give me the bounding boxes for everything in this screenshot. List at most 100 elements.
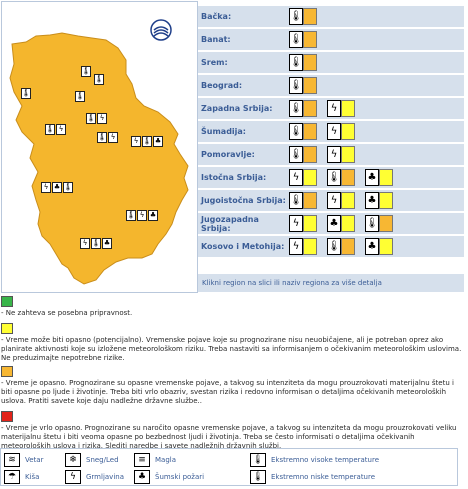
legend-text: - Vreme je vrlo opasno. Prognozirane su … [1, 424, 457, 450]
warning-badge[interactable]: 🌡 [289, 192, 317, 209]
key-label: Ekstremno niske temperature [271, 473, 376, 481]
region-row[interactable]: Pomoravlje: 🌡 ϟ [198, 144, 464, 165]
region-hint: Klikni region na slici ili naziv regiona… [198, 274, 464, 292]
region-row[interactable]: Jugoistočna Srbija: 🌡 ϟ ♣ [198, 190, 464, 211]
thunderstorm-icon: ϟ [289, 215, 303, 232]
thunderstorm-icon: ϟ [41, 182, 51, 193]
warning-level-swatch [379, 238, 393, 255]
region-name-link[interactable]: Banat: [198, 29, 286, 50]
warning-level-swatch [303, 238, 317, 255]
region-name-link[interactable]: Šumadija: [198, 121, 286, 142]
low-temperature-icon: 🌡 [250, 470, 266, 484]
thermometer-icon: 🌡 [365, 215, 379, 232]
warning-badge[interactable]: ϟ [327, 146, 355, 163]
thunderstorm-icon: ϟ [97, 113, 107, 124]
thunderstorm-icon: ϟ [327, 192, 341, 209]
region-name-link[interactable]: Bačka: [198, 6, 286, 27]
warning-badge[interactable]: ϟ [327, 123, 355, 140]
warning-level-swatch [379, 169, 393, 186]
warning-badge[interactable]: ϟ [327, 100, 355, 117]
warning-badge[interactable]: 🌡 [327, 169, 355, 186]
warning-badge[interactable]: 🌡 [289, 77, 317, 94]
warning-level-swatch [341, 192, 355, 209]
region-name-link[interactable]: Jugoistočna Srbija: [198, 190, 286, 211]
region-name-link[interactable]: Pomoravlje: [198, 144, 286, 165]
region-row[interactable]: Istočna Srbija: ϟ 🌡 ♣ [198, 167, 464, 188]
region-row[interactable]: Banat: 🌡 [198, 29, 464, 50]
thermometer-icon: 🌡 [142, 136, 152, 147]
key-item: ≋ Vetar [4, 452, 43, 468]
thermometer-icon: 🌡 [289, 146, 303, 163]
thunderstorm-icon: ϟ [131, 136, 141, 147]
rain-icon: ☂ [4, 470, 20, 484]
warning-badge[interactable]: 🌡 [289, 146, 317, 163]
warning-level-swatch [303, 100, 317, 117]
icon-key: ≋ Vetar ❄ Sneg/Led ≡ Magla 🌡 Ekstremno visoke t… [0, 448, 458, 486]
legend-swatch [1, 296, 13, 307]
fog-icon: ≡ [134, 453, 150, 467]
key-label: Vetar [25, 456, 44, 464]
thermometer-icon: 🌡 [45, 124, 55, 135]
thermometer-icon: 🌡 [91, 238, 101, 249]
key-label: Šumski požari [155, 473, 205, 481]
region-name-link[interactable]: Jugozapadna Srbija: [198, 213, 286, 234]
warning-badge[interactable]: 🌡 [289, 54, 317, 71]
thermometer-icon: 🌡 [86, 113, 96, 124]
thermometer-icon: 🌡 [81, 66, 91, 77]
region-warnings: 🌡 ϟ [286, 121, 464, 142]
region-name-link[interactable]: Zapadna Srbija: [198, 98, 286, 119]
warning-level-swatch [303, 146, 317, 163]
warning-badge[interactable]: ϟ [289, 238, 317, 255]
warning-badge[interactable]: 🌡 [289, 123, 317, 140]
map-fill-region[interactable] [9, 32, 189, 285]
region-name-link[interactable]: Beograd: [198, 75, 286, 96]
warning-badge[interactable]: 🌡 [365, 215, 393, 232]
region-row[interactable]: Kosovo i Metohija: ϟ 🌡 ♣ [198, 236, 464, 257]
thermometer-icon: 🌡 [289, 31, 303, 48]
region-row[interactable]: Jugozapadna Srbija: ϟ ♣ 🌡 [198, 213, 464, 234]
forest-fire-icon: ♣ [148, 210, 158, 221]
thermometer-icon: 🌡 [63, 182, 73, 193]
warning-badge[interactable]: 🌡 [289, 100, 317, 117]
wind-icon: ≋ [4, 453, 20, 467]
legend-swatch [1, 366, 13, 377]
warning-badge[interactable]: ϟ [289, 215, 317, 232]
warning-badge[interactable]: ϟ [327, 192, 355, 209]
warning-badge[interactable]: 🌡 [289, 31, 317, 48]
key-item: 🌡 Ekstremno niske temperature [250, 469, 375, 485]
region-row[interactable]: Bačka: 🌡 [198, 6, 464, 27]
region-row[interactable]: Šumadija: 🌡 ϟ [198, 121, 464, 142]
region-name-link[interactable]: Istočna Srbija: [198, 167, 286, 188]
region-name-link[interactable]: Srem: [198, 52, 286, 73]
region-warnings: 🌡 ϟ [286, 144, 464, 165]
warning-badge[interactable]: 🌡 [327, 238, 355, 255]
region-row[interactable]: Beograd: 🌡 [198, 75, 464, 96]
warning-level-swatch [341, 215, 355, 232]
key-item: ♣ Šumski požari [134, 469, 204, 485]
forest-fire-icon: ♣ [365, 169, 379, 186]
thunderstorm-icon: ϟ [327, 100, 341, 117]
key-item: ❄ Sneg/Led [65, 452, 119, 468]
warning-badge[interactable]: ♣ [327, 215, 355, 232]
region-name-link[interactable]: Kosovo i Metohija: [198, 236, 286, 257]
warning-badge[interactable]: ϟ [289, 169, 317, 186]
region-warnings: 🌡 [286, 6, 464, 27]
thermometer-icon: 🌡 [289, 192, 303, 209]
forest-fire-icon: ♣ [153, 136, 163, 147]
region-warnings: ϟ ♣ 🌡 [286, 213, 464, 234]
warning-badge[interactable]: ♣ [365, 192, 393, 209]
serbia-map-shape[interactable] [2, 2, 199, 294]
region-row[interactable]: Srem: 🌡 [198, 52, 464, 73]
warning-badge[interactable]: ♣ [365, 169, 393, 186]
warning-badge[interactable]: 🌡 [289, 8, 317, 25]
warning-badge[interactable]: ♣ [365, 238, 393, 255]
region-warnings: ϟ 🌡 ♣ [286, 236, 464, 257]
serbia-map[interactable]: 🌡 🌡 🌡 🌡 🌡 ϟ 🌡 ϟ 🌡 ϟ ϟ 🌡 ♣ ϟ ♣ 🌡 🌡 ϟ ♣ ϟ 🌡 ♣ [1, 1, 198, 293]
legend-text: - Vreme može biti opasno (potencijalno).… [1, 336, 462, 362]
region-row[interactable]: Zapadna Srbija: 🌡 ϟ [198, 98, 464, 119]
thermometer-icon: 🌡 [289, 77, 303, 94]
warning-level-swatch [341, 100, 355, 117]
thermometer-icon: 🌡 [289, 123, 303, 140]
thermometer-icon: 🌡 [327, 238, 341, 255]
legend-text: - Vreme je opasno. Prognozirane su opasn… [1, 379, 454, 405]
